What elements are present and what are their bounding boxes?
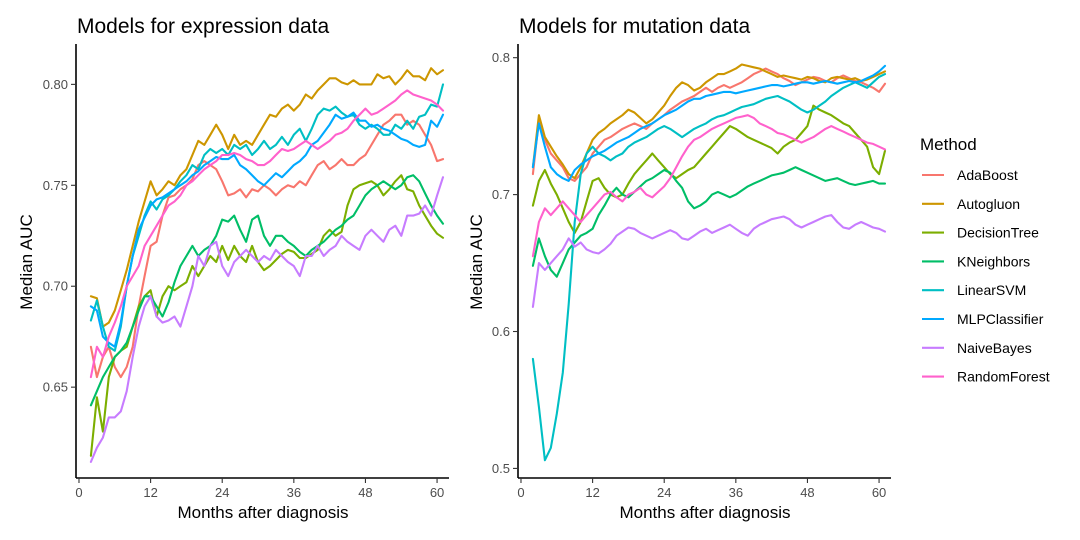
- series-line-mlpclassifier: [531, 64, 887, 182]
- y-tick-label: 0.70: [43, 279, 68, 294]
- chart-title: Models for expression data: [77, 15, 329, 38]
- x-tick-label: 48: [800, 485, 814, 500]
- legend-label: NaiveBayes: [957, 340, 1032, 356]
- legend-label: RandomForest: [957, 369, 1050, 385]
- legend-label: KNeighbors: [957, 253, 1030, 269]
- x-axis-title: Months after diagnosis: [177, 503, 348, 522]
- mutation-chart-panel: Models for mutation data 0 12 24 36 48 600.50…: [467, 15, 891, 522]
- legend-item-autogluon: Autogluon: [922, 196, 1020, 212]
- series-line-mlpclassifier: [89, 111, 445, 348]
- legend-title: Method: [920, 135, 977, 154]
- x-tick-label: 12: [143, 485, 157, 500]
- series-line-kneighbors: [89, 174, 445, 407]
- x-tick-label: 24: [215, 485, 229, 500]
- x-tick-label: 0: [517, 485, 524, 500]
- x-tick-label: 0: [75, 485, 82, 500]
- legend-item-decisiontree: DecisionTree: [922, 225, 1039, 241]
- series-line-naivebayes: [531, 214, 887, 308]
- x-tick-label: 60: [872, 485, 886, 500]
- series-line-adaboost: [89, 113, 445, 379]
- y-tick-label: 0.80: [43, 77, 68, 92]
- y-tick-label: 0.8: [492, 50, 510, 65]
- legend-label: LinearSVM: [957, 282, 1026, 298]
- x-tick-label: 36: [287, 485, 301, 500]
- y-tick-label: 0.65: [43, 380, 68, 395]
- plot-area: 0 12 24 36 48 60 0.65 0.70 0.75 0.80: [43, 44, 449, 500]
- series-line-randomforest: [89, 89, 445, 379]
- x-tick-label: 12: [585, 485, 599, 500]
- legend-item-kneighbors: KNeighbors: [922, 253, 1030, 269]
- legend: Method AdaBoost Autogluon DecisionTree KNei…: [920, 135, 1050, 385]
- series-line-decisiontree: [531, 104, 887, 234]
- y-tick-label: 0.5: [492, 461, 510, 476]
- plot-area: 0 12 24 36 48 60 0.5 0.6 0.7 0.8: [492, 44, 891, 500]
- series-line-autogluon: [89, 67, 445, 328]
- legend-item-randomforest: RandomForest: [922, 369, 1050, 385]
- expression-chart-panel: Models for expression data 0 12 24 36 48 60 0.…: [17, 15, 449, 522]
- legend-label: MLPClassifier: [957, 311, 1044, 327]
- series-line-linearsvm: [531, 73, 887, 462]
- series-line-linearsvm: [89, 83, 445, 352]
- legend-item-linearsvm: LinearSVM: [922, 282, 1026, 298]
- y-axis-title: Median AUC: [467, 214, 486, 309]
- x-tick-label: 24: [657, 485, 671, 500]
- x-tick-label: 60: [430, 485, 444, 500]
- legend-item-adaboost: AdaBoost: [922, 167, 1018, 183]
- legend-label: DecisionTree: [957, 225, 1039, 241]
- y-tick-label: 0.7: [492, 187, 510, 202]
- y-tick-label: 0.75: [43, 178, 68, 193]
- chart-title: Models for mutation data: [519, 15, 750, 38]
- x-tick-label: 48: [358, 485, 372, 500]
- series-line-adaboost: [531, 67, 887, 182]
- x-axis-title: Months after diagnosis: [619, 503, 790, 522]
- series-line-randomforest: [531, 114, 887, 258]
- series-line-naivebayes: [89, 176, 445, 463]
- y-axis-title: Median AUC: [17, 214, 36, 309]
- legend-label: AdaBoost: [957, 167, 1018, 183]
- series-line-decisiontree: [89, 174, 445, 457]
- legend-item-mlpclassifier: MLPClassifier: [922, 311, 1044, 327]
- legend-item-naivebayes: NaiveBayes: [922, 340, 1032, 356]
- legend-items: AdaBoost Autogluon DecisionTree KNeighbors L…: [922, 167, 1050, 385]
- x-tick-label: 36: [729, 485, 743, 500]
- y-tick-label: 0.6: [492, 324, 510, 339]
- legend-label: Autogluon: [957, 196, 1020, 212]
- series-line-kneighbors: [531, 166, 887, 278]
